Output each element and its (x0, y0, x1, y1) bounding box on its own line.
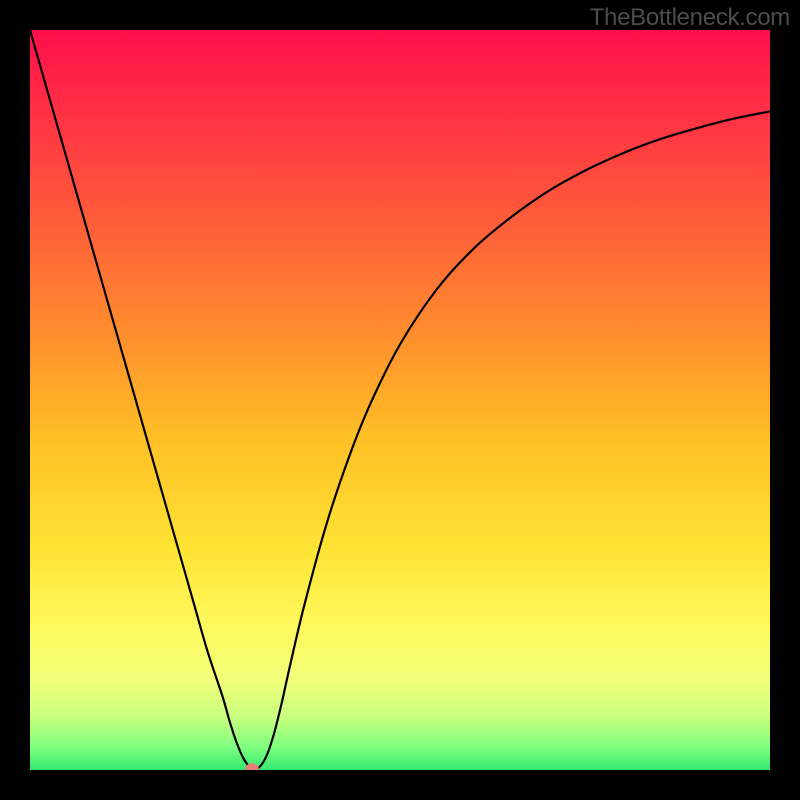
plot-area (30, 30, 770, 770)
chart-frame: TheBottleneck.com (0, 0, 800, 800)
plot-background (30, 30, 770, 770)
plot-svg (30, 30, 770, 770)
watermark-text: TheBottleneck.com (590, 4, 790, 32)
